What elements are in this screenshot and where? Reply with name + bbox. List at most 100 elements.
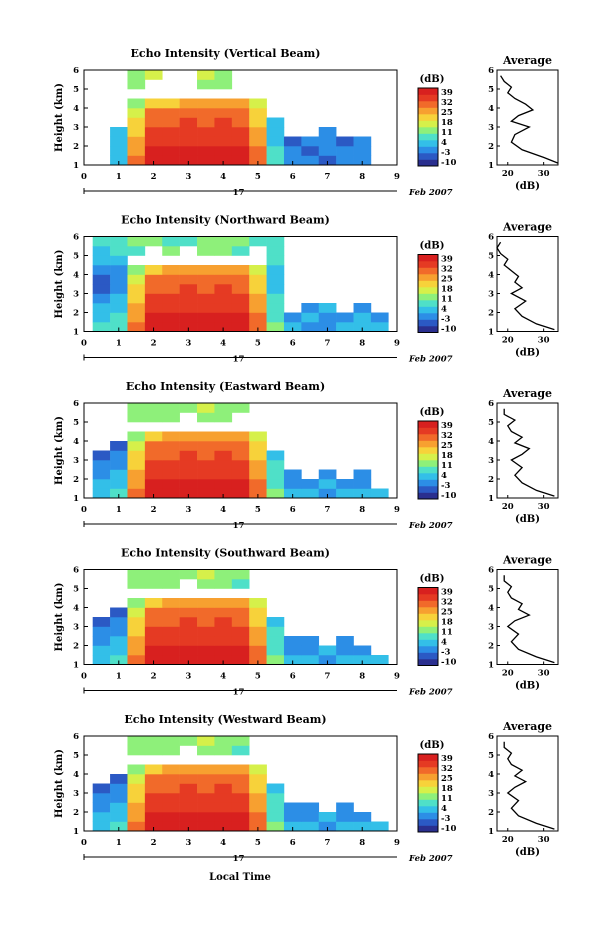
heatmap-cell xyxy=(179,812,198,822)
heatmap-cell xyxy=(370,322,389,332)
heatmap-cell xyxy=(231,450,250,461)
heatmap-cell xyxy=(318,655,337,665)
heatmap-cell xyxy=(266,636,285,646)
avg-y-tick-label: 4 xyxy=(488,271,494,281)
heatmap-cell xyxy=(214,783,233,794)
heatmap-cell xyxy=(127,783,146,794)
x-tick-label: 8 xyxy=(359,838,365,848)
heatmap-cell xyxy=(92,636,111,646)
heatmap-cell xyxy=(92,821,111,832)
heatmap-cell xyxy=(110,236,128,247)
heatmap-cell xyxy=(144,469,163,480)
heatmap-cell xyxy=(231,246,250,256)
colorbar-swatch xyxy=(418,659,438,666)
avg-profile-line xyxy=(503,575,555,664)
colorbar-swatch xyxy=(418,466,438,474)
colorbar-swatch xyxy=(418,300,438,307)
colorbar-tick-label: 25 xyxy=(441,608,453,618)
heatmap-cell xyxy=(179,98,198,109)
y-tick-label: 6 xyxy=(73,233,79,243)
heatmap-cell xyxy=(370,821,389,832)
heatmap-cell xyxy=(283,488,302,499)
heatmap-cell xyxy=(144,236,163,247)
heatmap-cell xyxy=(283,146,302,156)
heatmap-cell xyxy=(231,274,250,285)
avg-y-tick-label: 1 xyxy=(488,494,494,504)
heatmap-cell xyxy=(214,98,233,109)
heatmap-cell xyxy=(162,745,180,756)
echo-panel-3: Echo Intensity (Eastward Beam) 1 2 3 4 5 6 Heig… xyxy=(54,380,559,531)
x-tick-label: 5 xyxy=(255,505,261,515)
heatmap-cell xyxy=(266,127,285,137)
heatmap-cell xyxy=(249,236,267,247)
heatmap-cell xyxy=(127,155,146,166)
colorbar-swatch xyxy=(418,806,438,813)
colorbar-tick-label: -3 xyxy=(441,315,451,325)
heatmap-cell xyxy=(144,764,163,775)
heatmap-cell xyxy=(214,441,233,451)
heatmap-cell xyxy=(179,274,198,285)
heatmap-cell xyxy=(214,322,233,332)
heatmap-cell xyxy=(162,821,180,832)
heatmap-cell xyxy=(318,303,337,313)
heatmap-cells xyxy=(92,569,389,665)
avg-y-tick-label: 1 xyxy=(488,328,494,338)
heatmap-cell xyxy=(249,783,267,794)
heatmap-cell xyxy=(162,488,180,499)
heatmap-cell xyxy=(197,441,215,451)
colorbar-swatch xyxy=(418,326,438,333)
heatmap-cell xyxy=(353,655,372,665)
heatmap-cell xyxy=(283,636,302,646)
heatmap-cell xyxy=(179,655,198,665)
avg-x-tick-label: 30 xyxy=(538,835,550,845)
heatmap-cell xyxy=(353,479,372,489)
heatmap-cell xyxy=(214,479,233,489)
colorbar-tick-label: -10 xyxy=(441,824,456,834)
heatmap-cell xyxy=(162,598,180,608)
y-tick-label: 4 xyxy=(73,271,79,281)
average-title: Average xyxy=(502,221,552,234)
x-tick-label: 6 xyxy=(290,339,296,349)
heatmap-cell xyxy=(283,155,302,166)
heatmap-cell xyxy=(92,274,111,285)
heatmap-cell xyxy=(249,655,267,665)
x-tick-label: 5 xyxy=(255,672,261,682)
heatmap-cell xyxy=(231,655,250,665)
avg-y-tick-label: 1 xyxy=(488,661,494,671)
heatmap-cell xyxy=(249,764,267,775)
heatmap-cell xyxy=(214,736,233,746)
colorbar-tick-label: -10 xyxy=(441,158,456,168)
heatmap-cell xyxy=(283,812,302,822)
avg-y-tick-label: 5 xyxy=(488,252,494,262)
colorbar-swatch xyxy=(418,101,438,108)
avg-y-tick-label: 4 xyxy=(488,604,494,614)
heatmap-cell xyxy=(110,479,128,489)
heatmap-cell xyxy=(283,136,302,147)
heatmap-cell xyxy=(197,626,215,637)
heatmap-cell xyxy=(318,488,337,499)
colorbar-tick-label: 11 xyxy=(441,128,453,138)
avg-x-label: (dB) xyxy=(515,847,540,858)
heatmap-cell xyxy=(231,236,250,247)
heatmap-cell xyxy=(110,265,128,275)
colorbar-tick-label: 4 xyxy=(441,638,447,648)
heatmap-cell xyxy=(197,274,215,285)
x-tick-label: 0 xyxy=(81,672,87,682)
heatmap-cell xyxy=(179,284,198,294)
heatmap-cell xyxy=(266,821,285,832)
heatmap-cell xyxy=(336,146,354,156)
y-tick-label: 4 xyxy=(73,604,79,614)
heatmap-cell xyxy=(179,617,198,627)
heatmap-cell xyxy=(127,312,146,323)
heatmap-cell xyxy=(179,108,198,118)
heatmap-cell xyxy=(231,569,250,580)
heatmap-cell xyxy=(92,450,111,461)
heatmap-cell xyxy=(353,821,372,832)
heatmap-cell xyxy=(266,246,285,256)
avg-y-tick-label: 2 xyxy=(488,808,494,818)
heatmap-cells xyxy=(110,70,372,166)
heatmap-cell xyxy=(162,645,180,656)
x-tick-label: 4 xyxy=(220,505,226,515)
heatmap-cell xyxy=(249,274,267,285)
x-tick-label: 6 xyxy=(290,672,296,682)
